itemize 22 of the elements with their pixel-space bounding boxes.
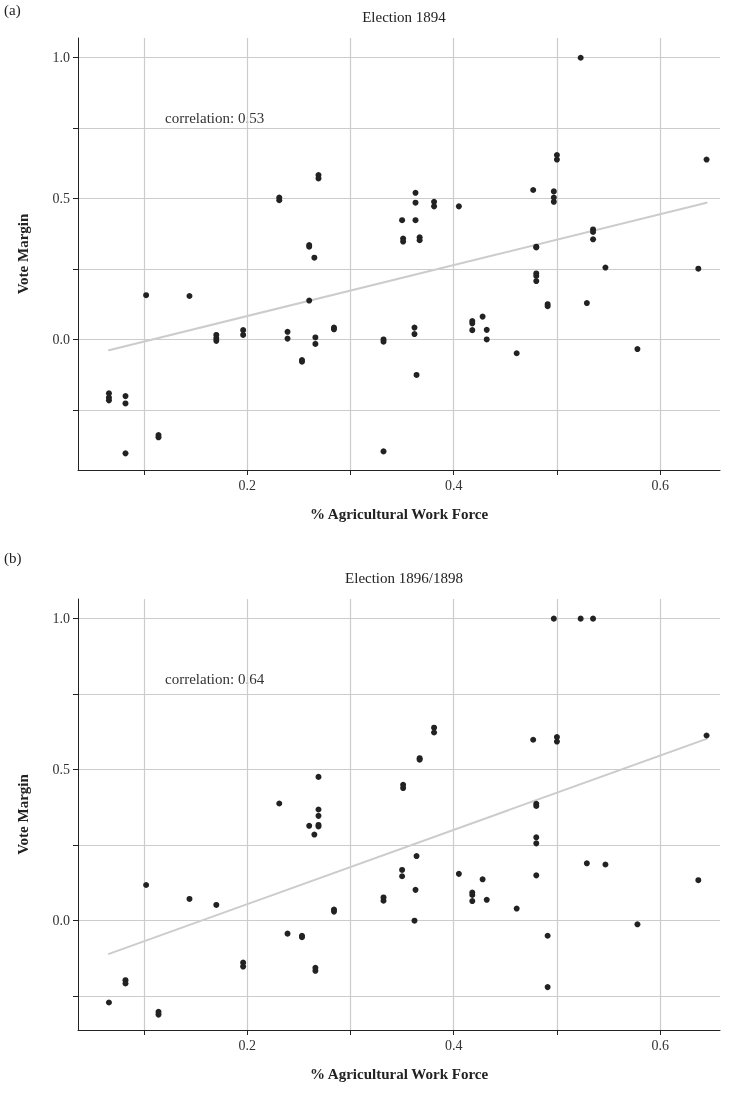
annotation: correlation: 0.53 [165,109,265,126]
y-axis-title: Vote Margin [14,213,31,295]
x-tick-label: 0.2 [238,477,257,493]
text: (a) [4,1,21,19]
x-tick-label: 0.6 [651,1037,669,1053]
x-axis-title: % Agricultural Work Force [309,505,489,522]
chart-title: Election 1896/1898 [345,569,463,586]
y-tick-label: 0.5 [52,191,70,207]
y-tick-label: 0.0 [52,332,70,348]
chart-title: Election 1894 [362,8,447,25]
x-axis-title: % Agricultural Work Force [309,1065,489,1082]
y-tick-label: 1.0 [52,50,70,66]
x-tick-label: 0.6 [651,477,669,493]
y-axis-title: Vote Margin [14,773,31,855]
text: (b) [4,549,22,567]
x-tick-label: 0.4 [444,477,463,493]
annotation: correlation: 0.64 [165,670,265,687]
x-tick-label: 0.4 [444,1037,463,1053]
x-tick-label: 0.2 [238,1037,257,1053]
y-tick-label: 0.0 [52,913,70,929]
y-tick-label: 0.5 [52,762,70,778]
y-tick-label: 1.0 [52,611,70,627]
